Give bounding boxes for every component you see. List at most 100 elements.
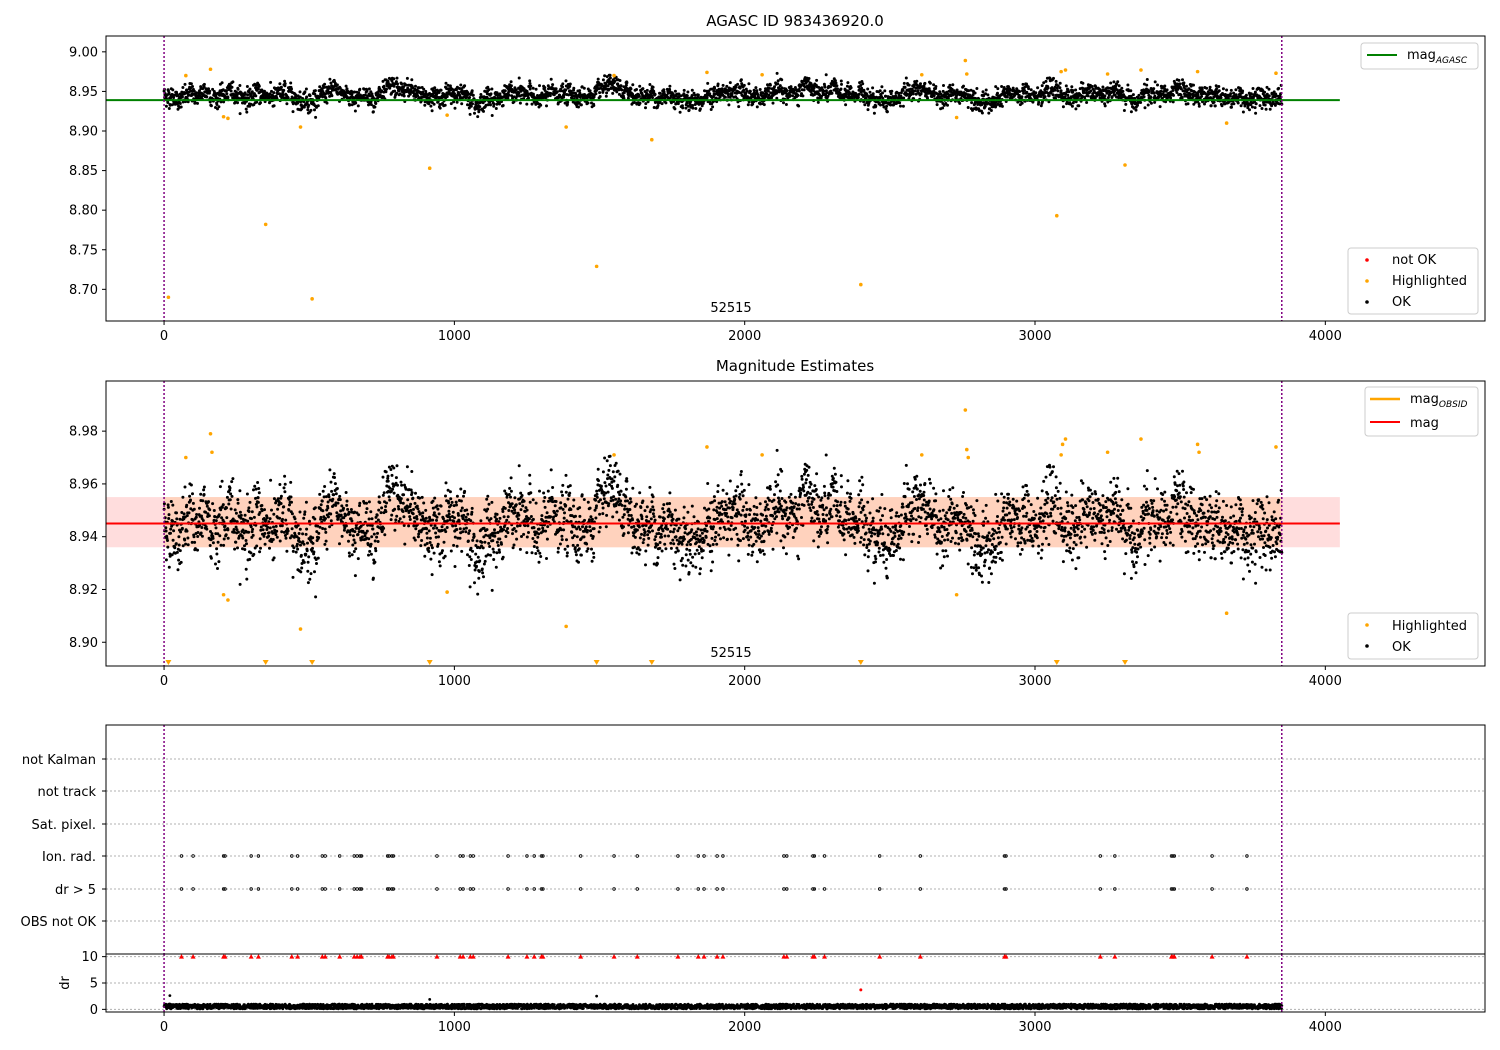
data-point-ok bbox=[211, 541, 215, 545]
data-point-ok bbox=[1040, 84, 1044, 88]
data-point-ok bbox=[307, 103, 311, 107]
data-point-ok bbox=[758, 88, 762, 91]
data-point-ok bbox=[495, 91, 499, 95]
data-point-ok bbox=[844, 103, 848, 107]
data-point-ok bbox=[369, 552, 373, 556]
data-point-ok bbox=[1074, 107, 1078, 111]
data-point-ok bbox=[603, 74, 607, 78]
data-point-ok bbox=[376, 531, 379, 535]
data-point-ok bbox=[236, 530, 240, 534]
data-point-ok bbox=[239, 513, 243, 517]
data-point-ok bbox=[278, 82, 282, 86]
data-point-ok bbox=[333, 476, 336, 479]
data-point-ok bbox=[902, 81, 906, 85]
data-point-ok bbox=[401, 510, 405, 513]
data-point-ok bbox=[495, 102, 499, 106]
data-point-ok bbox=[384, 90, 388, 94]
data-point-ok bbox=[473, 111, 476, 115]
data-point-ok bbox=[189, 498, 192, 502]
data-point-ok bbox=[1090, 85, 1094, 88]
data-point-ok bbox=[1277, 86, 1281, 90]
data-point-ok bbox=[458, 527, 462, 531]
data-point-ok bbox=[365, 89, 369, 93]
data-point-ok bbox=[249, 525, 253, 529]
data-point-ok bbox=[374, 549, 378, 553]
data-point-ok bbox=[187, 93, 191, 97]
data-point-ok bbox=[381, 79, 385, 83]
data-point-ok bbox=[455, 528, 459, 531]
data-point-ok bbox=[236, 87, 240, 91]
data-point-ok bbox=[251, 533, 255, 537]
data-point-ok bbox=[436, 507, 440, 511]
data-point-ok bbox=[297, 532, 301, 535]
data-point-ok bbox=[1109, 81, 1113, 85]
data-point-ok bbox=[302, 516, 306, 520]
data-point-ok bbox=[372, 532, 376, 536]
legend-lines-agasc: magAGASC bbox=[1360, 42, 1479, 70]
data-point-ok bbox=[373, 560, 377, 564]
data-point-ok bbox=[402, 94, 406, 98]
data-point-ok bbox=[266, 525, 270, 529]
data-point-ok bbox=[385, 87, 388, 91]
data-point-ok bbox=[179, 105, 183, 109]
data-point-ok bbox=[257, 487, 261, 490]
data-point-ok bbox=[344, 491, 348, 494]
data-point-ok bbox=[183, 538, 187, 542]
data-point-ok bbox=[299, 553, 303, 557]
data-point-ok bbox=[1244, 93, 1248, 97]
data-point-ok bbox=[902, 96, 906, 100]
data-point-ok bbox=[498, 102, 501, 106]
data-point-ok bbox=[1180, 96, 1184, 100]
data-point-ok bbox=[618, 79, 622, 82]
data-point-ok bbox=[551, 83, 555, 87]
data-point-ok bbox=[230, 494, 234, 498]
data-point-ok bbox=[185, 529, 189, 533]
data-point-ok bbox=[368, 549, 372, 553]
data-point-ok bbox=[200, 514, 203, 518]
data-point-ok bbox=[459, 499, 463, 503]
data-point-ok bbox=[588, 89, 592, 93]
data-point-ok bbox=[174, 542, 178, 546]
data-point-highlighted bbox=[859, 282, 863, 287]
data-point-ok bbox=[215, 552, 219, 556]
data-point-ok bbox=[238, 84, 242, 87]
data-point-ok bbox=[330, 94, 334, 98]
data-point-ok bbox=[1043, 95, 1047, 99]
data-point-ok bbox=[169, 527, 173, 531]
data-point-highlighted bbox=[964, 72, 969, 76]
data-point-ok bbox=[234, 90, 238, 94]
data-point-ok bbox=[448, 490, 452, 494]
data-point-ok bbox=[490, 87, 494, 91]
data-point-ok bbox=[332, 472, 336, 476]
data-point-ok bbox=[329, 512, 333, 516]
data-point-ok bbox=[1172, 93, 1175, 97]
data-point-ok bbox=[619, 84, 623, 88]
data-point-ok bbox=[1217, 85, 1221, 88]
data-point-ok bbox=[543, 86, 547, 90]
data-point-ok bbox=[258, 511, 262, 514]
data-point-ok bbox=[183, 82, 187, 86]
data-point-ok bbox=[198, 89, 201, 93]
data-point-ok bbox=[318, 525, 322, 529]
data-point-ok bbox=[172, 529, 176, 533]
data-point-ok bbox=[762, 103, 766, 107]
data-point-ok bbox=[276, 507, 280, 511]
y-tick-label: 8.90 bbox=[69, 125, 98, 140]
data-point-ok bbox=[549, 91, 553, 95]
data-point-ok bbox=[422, 501, 426, 505]
data-point-ok bbox=[471, 538, 475, 542]
data-point-ok bbox=[278, 92, 282, 96]
data-point-ok bbox=[367, 517, 371, 521]
data-point-ok bbox=[1217, 89, 1221, 93]
data-point-ok bbox=[259, 546, 262, 550]
data-point-ok bbox=[444, 494, 447, 498]
data-point-ok bbox=[712, 89, 716, 93]
data-point-ok bbox=[346, 507, 350, 511]
data-point-ok bbox=[283, 490, 287, 494]
data-point-highlighted bbox=[298, 125, 303, 129]
data-point-ok bbox=[261, 528, 265, 532]
data-point-highlighted bbox=[1123, 163, 1127, 167]
data-point-ok bbox=[324, 530, 328, 534]
data-point-ok bbox=[396, 483, 399, 487]
data-point-ok bbox=[453, 535, 457, 539]
